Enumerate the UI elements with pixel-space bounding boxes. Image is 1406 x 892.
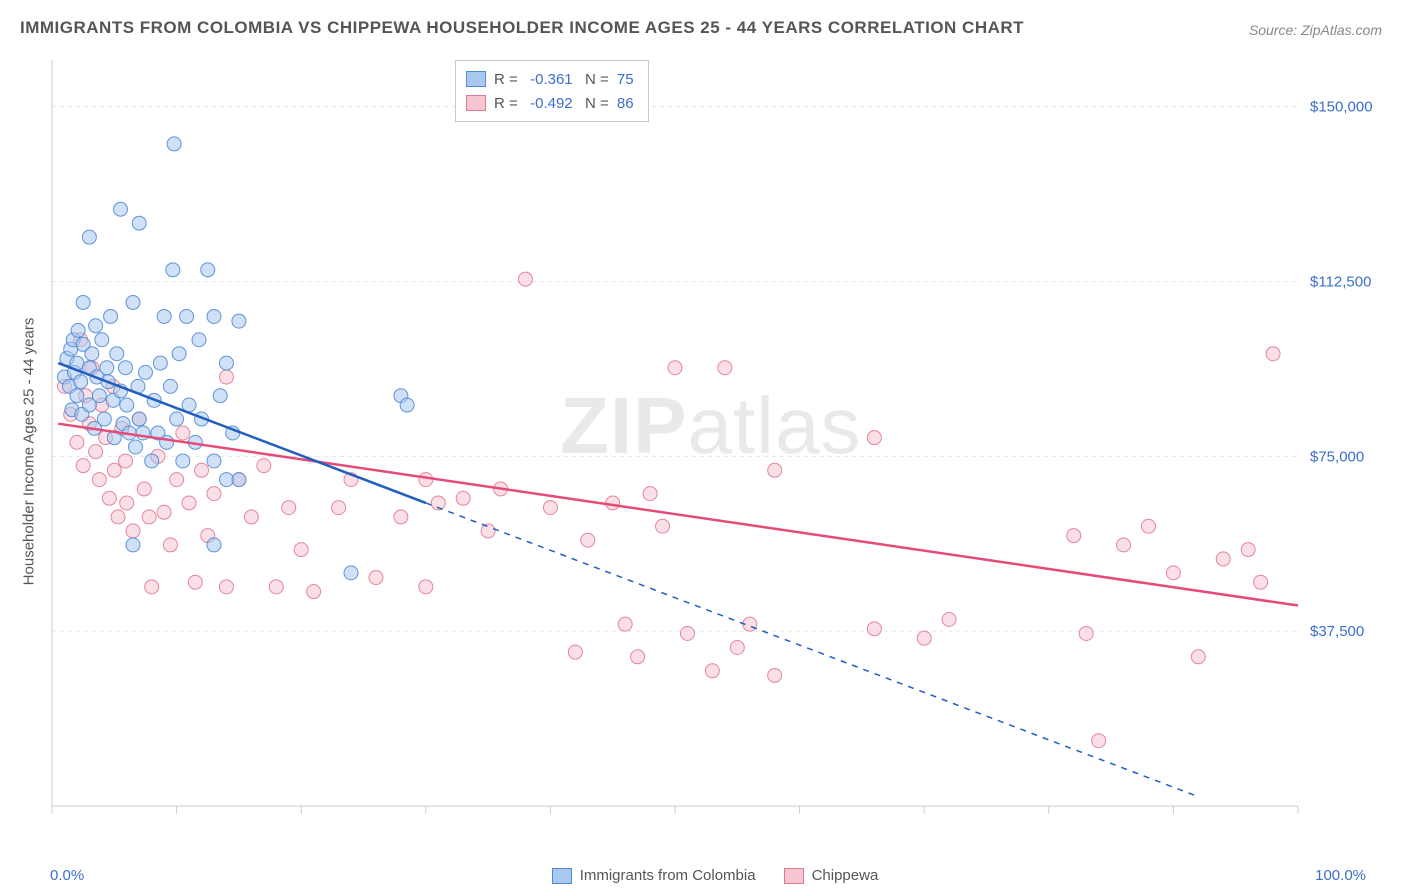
legend-r: -0.361 [530,71,573,88]
legend-item: Immigrants from Colombia [552,867,756,884]
legend-label: Immigrants from Colombia [580,867,756,884]
svg-text:$37,500: $37,500 [1310,623,1364,640]
legend-text: R = -0.492 N = 86 [494,95,634,112]
legend-n: 75 [617,71,634,88]
source-credit: Source: ZipAtlas.com [1249,22,1382,38]
legend-n: 86 [617,95,634,112]
legend-swatch [466,71,486,87]
legend-label: Chippewa [812,867,879,884]
chart-title: IMMIGRANTS FROM COLOMBIA VS CHIPPEWA HOU… [20,18,1024,38]
x-axis-start-label: 0.0% [50,867,84,884]
svg-text:$75,000: $75,000 [1310,448,1364,465]
y-axis-label: Householder Income Ages 25 - 44 years [21,317,38,585]
legend-swatch [466,95,486,111]
legend-text: R = -0.361 N = 75 [494,71,634,88]
correlation-legend: R = -0.361 N = 75 R = -0.492 N = 86 [455,60,649,122]
scatter-plot: $37,500 $75,000 $112,500 $150,000 [48,56,1388,846]
legend-item: Chippewa [784,867,879,884]
svg-text:$112,500: $112,500 [1310,273,1371,290]
y-axis-label-wrap: Householder Income Ages 25 - 44 years [14,56,44,846]
x-axis-end-label: 100.0% [1315,867,1366,884]
legend-row: R = -0.361 N = 75 [466,67,634,91]
bottom-legend: 0.0% Immigrants from Colombia Chippewa 1… [50,867,1380,884]
chart-area: $37,500 $75,000 $112,500 $150,000 [48,56,1388,846]
legend-swatch [784,868,804,884]
legend-swatch [552,868,572,884]
legend-row: R = -0.492 N = 86 [466,91,634,115]
svg-text:$150,000: $150,000 [1310,99,1373,116]
legend-r: -0.492 [530,95,573,112]
